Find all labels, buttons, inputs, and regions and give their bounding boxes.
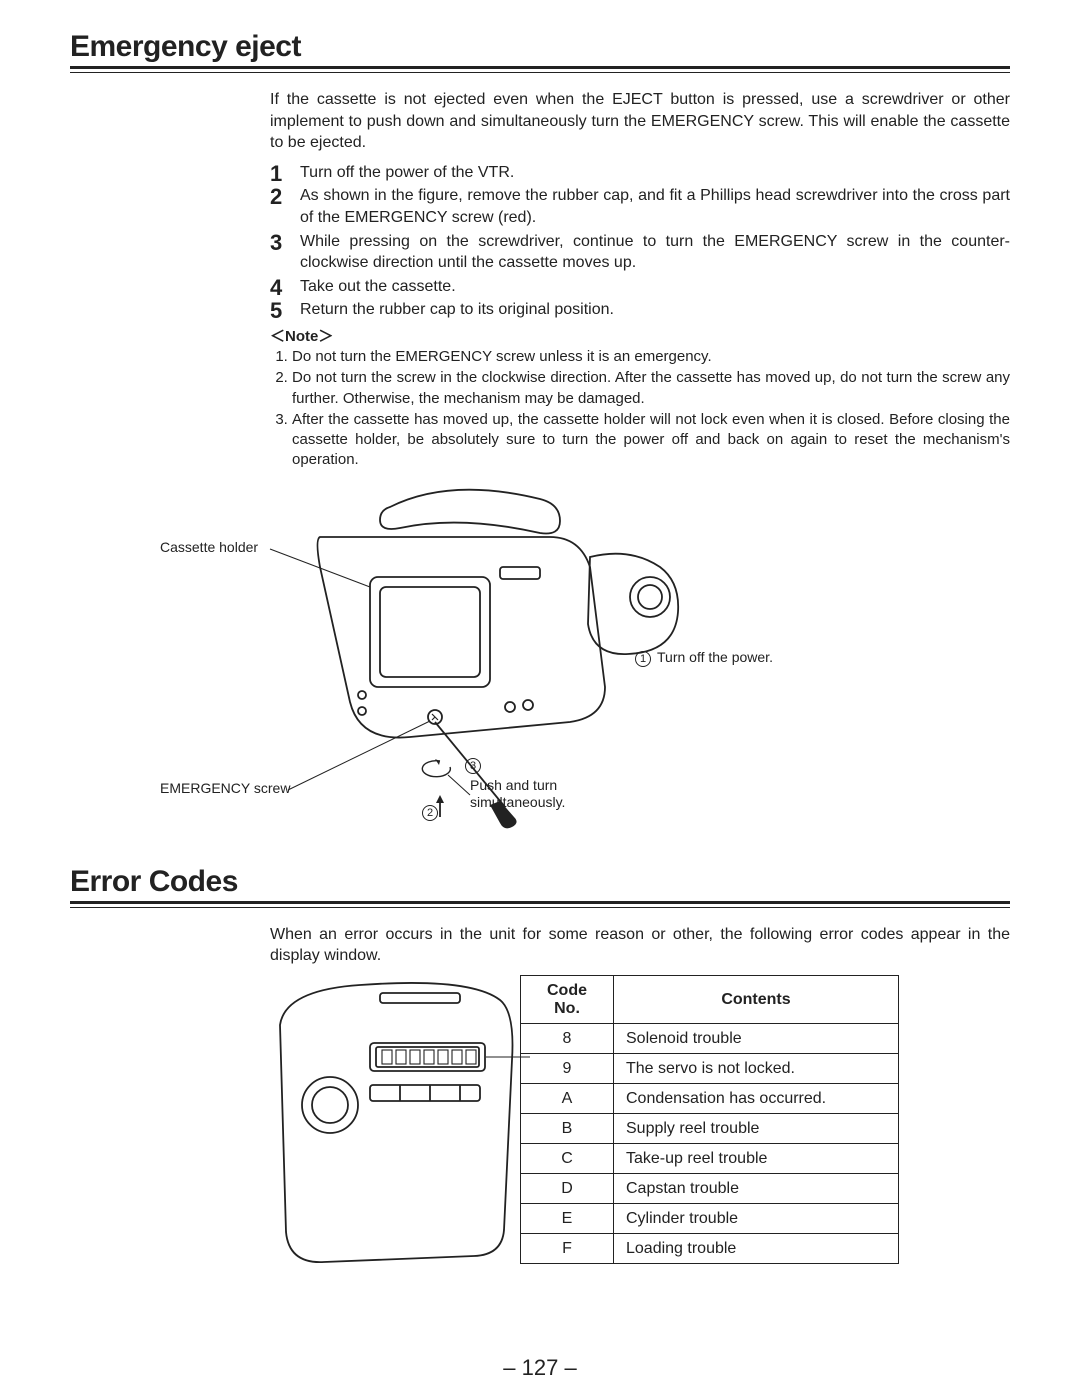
- emergency-figure: Cassette holder EMERGENCY screw 1Turn of…: [70, 477, 1010, 857]
- cell-code: 8: [521, 1023, 614, 1053]
- error-table: Code No. Contents 8Solenoid trouble 9The…: [520, 975, 899, 1264]
- heading-error-codes: Error Codes: [70, 865, 1010, 899]
- cell-code: A: [521, 1083, 614, 1113]
- table-row: DCapstan trouble: [521, 1173, 899, 1203]
- cell-desc: Take-up reel trouble: [614, 1143, 899, 1173]
- cell-code: C: [521, 1143, 614, 1173]
- error-figure: [270, 975, 530, 1265]
- step-1: Turn off the power of the VTR.: [270, 162, 1010, 184]
- emergency-intro: If the cassette is not ejected even when…: [270, 89, 1010, 154]
- error-row: Code No. Contents 8Solenoid trouble 9The…: [270, 975, 1010, 1265]
- cell-desc: Capstan trouble: [614, 1173, 899, 1203]
- table-row: CTake-up reel trouble: [521, 1143, 899, 1173]
- step-3: While pressing on the screwdriver, conti…: [270, 231, 1010, 274]
- cell-code: B: [521, 1113, 614, 1143]
- note-header: ＜Note＞: [270, 327, 1010, 347]
- cell-desc: Cylinder trouble: [614, 1203, 899, 1233]
- error-content: When an error occurs in the unit for som…: [270, 924, 1010, 967]
- heading-rule-2: [70, 901, 1010, 908]
- table-row: 8Solenoid trouble: [521, 1023, 899, 1053]
- page-number: – 127 –: [0, 1355, 1080, 1381]
- table-row: 9The servo is not locked.: [521, 1053, 899, 1083]
- cell-desc: The servo is not locked.: [614, 1053, 899, 1083]
- note-list: Do not turn the EMERGENCY screw unless i…: [270, 347, 1010, 471]
- note-1: Do not turn the EMERGENCY screw unless i…: [292, 347, 1010, 367]
- table-row: ACondensation has occurred.: [521, 1083, 899, 1113]
- table-row: ECylinder trouble: [521, 1203, 899, 1233]
- note-3: After the cassette has moved up, the cas…: [292, 410, 1010, 471]
- camera-rear-drawing-icon: [270, 975, 530, 1265]
- column-code-no: Code No.: [521, 975, 614, 1023]
- emergency-steps: Turn off the power of the VTR. As shown …: [270, 162, 1010, 321]
- cell-desc: Supply reel trouble: [614, 1113, 899, 1143]
- table-row: FLoading trouble: [521, 1233, 899, 1263]
- step-4: Take out the cassette.: [270, 276, 1010, 298]
- column-contents: Contents: [614, 975, 899, 1023]
- cell-desc: Condensation has occurred.: [614, 1083, 899, 1113]
- step-5: Return the rubber cap to its original po…: [270, 299, 1010, 321]
- manual-page: Emergency eject If the cassette is not e…: [0, 0, 1080, 1397]
- error-intro: When an error occurs in the unit for som…: [270, 924, 1010, 967]
- heading-emergency-eject: Emergency eject: [70, 30, 1010, 64]
- cell-code: D: [521, 1173, 614, 1203]
- cell-desc: Solenoid trouble: [614, 1023, 899, 1053]
- table-header-row: Code No. Contents: [521, 975, 899, 1023]
- figure-label-cassette-holder: Cassette holder: [160, 539, 258, 555]
- emergency-content: If the cassette is not ejected even when…: [270, 89, 1010, 471]
- camera-drawing-icon: [250, 477, 710, 837]
- note-2: Do not turn the screw in the clockwise d…: [292, 368, 1010, 409]
- cell-desc: Loading trouble: [614, 1233, 899, 1263]
- heading-rule: [70, 66, 1010, 73]
- cell-code: E: [521, 1203, 614, 1233]
- step-2: As shown in the figure, remove the rubbe…: [270, 185, 1010, 228]
- table-row: BSupply reel trouble: [521, 1113, 899, 1143]
- cell-code: F: [521, 1233, 614, 1263]
- cell-code: 9: [521, 1053, 614, 1083]
